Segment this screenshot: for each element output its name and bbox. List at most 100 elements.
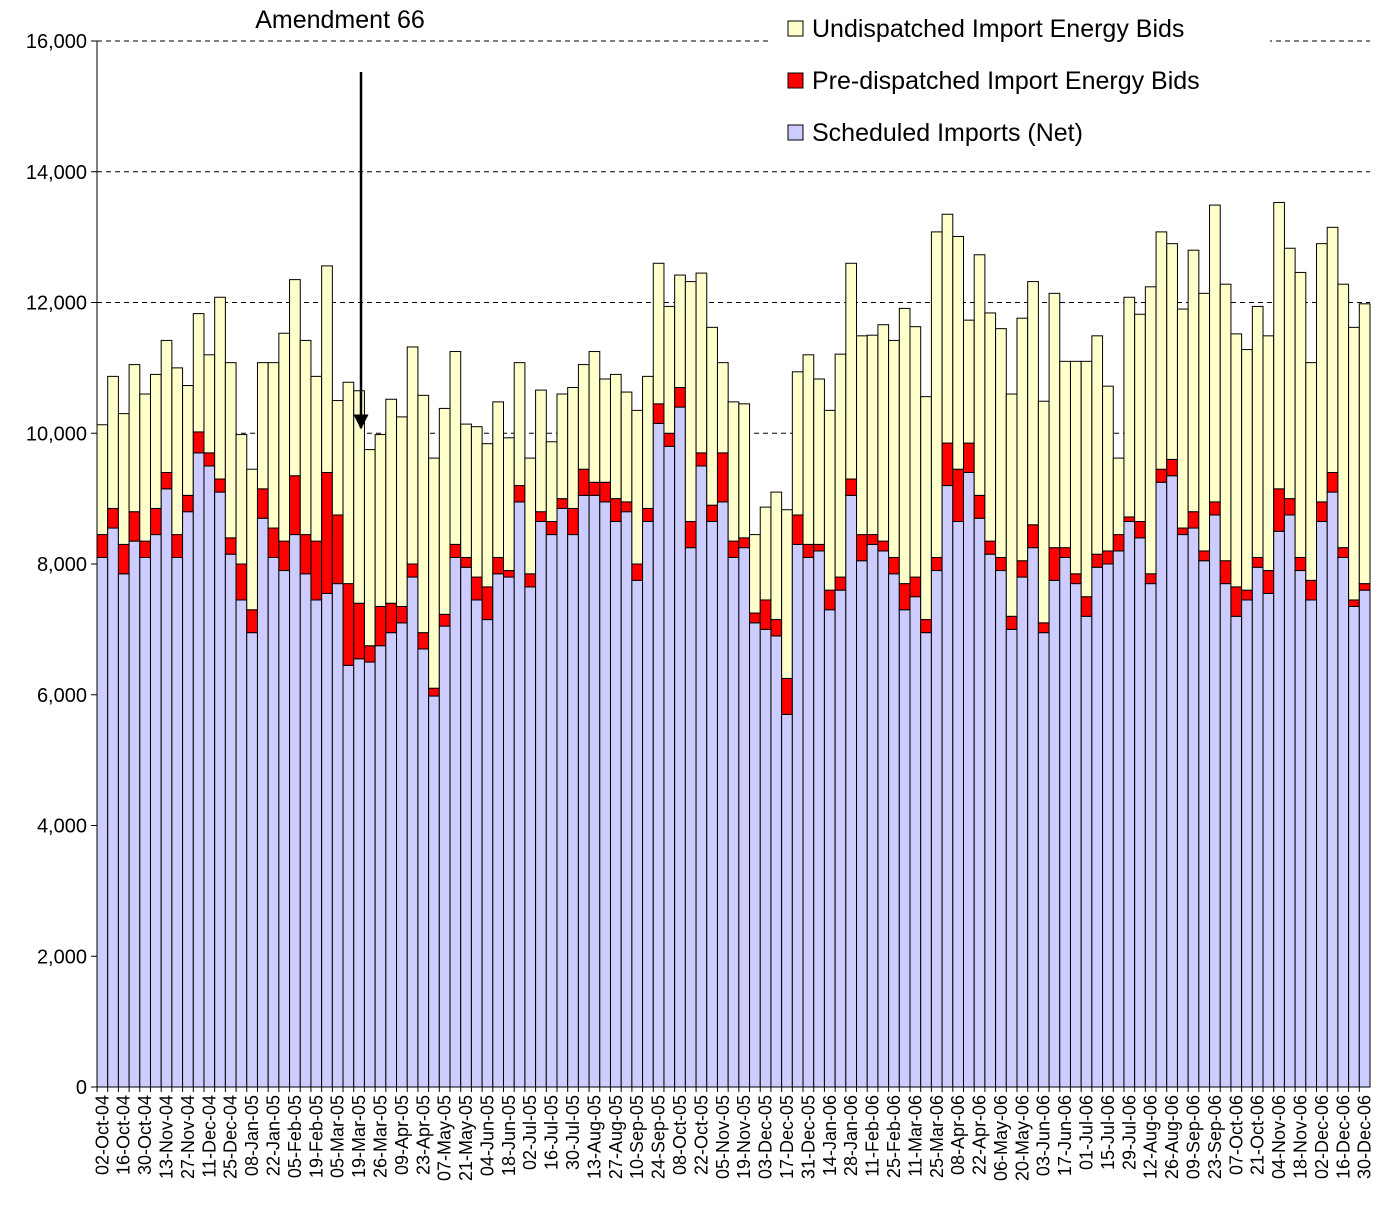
bar-segment [1134,537,1146,1088]
bar-segment [1198,560,1211,1088]
bar-segment [417,648,430,1088]
bar-segment [1059,360,1071,549]
bar-segment [1348,599,1360,607]
bar-segment [749,622,761,1088]
bar-segment [1358,583,1371,591]
bar-segment [513,362,526,487]
bar-segment [96,424,109,536]
bar-segment [909,596,922,1088]
bar-segment [877,540,890,552]
bar-segment [727,556,740,1088]
bar-segment [695,452,708,467]
bar-segment [1091,566,1104,1088]
bar-segment [331,400,344,516]
x-tick-label: 27-Nov-04 [178,1095,198,1179]
x-tick-label: 02-Oct-04 [92,1095,112,1175]
bar-segment [652,262,665,405]
bar-segment [203,465,216,1088]
bar-segment [1048,547,1061,581]
x-tick-label: 10-Sep-05 [627,1095,647,1179]
bar-segment [1209,204,1221,503]
bar-segment [695,272,708,454]
bar-segment [171,556,184,1088]
y-tick-label: 6,000 [37,685,87,707]
x-tick-label: 25-Mar-06 [927,1095,947,1178]
bar-segment [588,481,601,496]
bar-segment [1294,556,1307,572]
bar-segment [1080,596,1093,617]
bar-segment [417,632,430,650]
bar-segment [535,521,547,1088]
bar-segment [663,305,676,434]
bar-segment [342,583,355,666]
x-tick-label: 23-Apr-05 [413,1095,433,1175]
bar-segment [1219,583,1232,1088]
bar-segment [256,488,269,519]
bar-segment [1241,599,1253,1088]
y-tick-label: 4,000 [37,816,87,838]
x-tick-label: 05-Mar-05 [328,1095,348,1178]
bar-segment [460,423,472,558]
bar-segment [1326,471,1339,493]
bar-segment [107,375,119,509]
bar-segment [160,471,173,490]
bar-segment [1005,615,1018,630]
bar-segment [96,534,109,558]
x-tick-label: 07-May-05 [435,1095,455,1181]
x-tick-label: 21-May-05 [456,1095,476,1181]
bar-segment [1134,521,1146,539]
x-tick-label: 11-Feb-06 [863,1095,883,1177]
bar-segment [396,622,408,1088]
bar-segment [706,504,718,523]
bar-segment [278,570,291,1088]
bar-segment [406,346,419,565]
legend-background [770,5,1270,155]
bar-segment [192,452,205,1088]
legend-swatch [787,72,804,89]
x-tick-label: 30-Dec-06 [1355,1095,1375,1179]
bar-segment [1123,516,1136,523]
bar-segment [310,599,323,1088]
bar-segment [695,465,708,1088]
bar-segment [1337,547,1350,558]
bar-segment [1348,605,1360,1088]
bar-segment [1187,511,1200,529]
bar-segment [1123,296,1136,518]
bar-segment [962,471,975,1088]
bar-segment [588,351,601,483]
legend-label: Undispatched Import Energy Bids [812,15,1184,43]
bar-segment [898,307,911,585]
x-tick-label: 30-Oct-04 [135,1095,155,1175]
x-tick-label: 29-Jul-06 [1119,1095,1139,1170]
bar-segment [770,635,783,1088]
x-tick-label: 22-Apr-06 [970,1095,990,1175]
bar-segment [363,645,376,663]
bar-segment [770,491,783,621]
bar-segment [374,645,387,1088]
bar-segment [1123,521,1136,1088]
bar-segment [481,443,494,588]
bar-segment [449,351,462,545]
bar-segment [1166,475,1178,1088]
bar-segment [1176,308,1189,529]
x-tick-label: 01-Jul-06 [1077,1095,1097,1170]
x-tick-label: 03-Dec-05 [756,1095,776,1179]
x-tick-label: 19-Mar-05 [349,1095,369,1178]
bar-segment [171,534,184,558]
bar-segment [1305,579,1318,601]
bar-segment [1209,501,1221,516]
bar-segment [1337,556,1350,1088]
bar-segment [1230,615,1243,1088]
bar-segment [1294,570,1307,1088]
bar-segment [642,521,654,1088]
bar-segment [428,687,440,697]
bar-segment [727,401,740,542]
bar-segment [321,592,333,1088]
bar-segment [107,507,119,529]
x-tick-label: 07-Oct-06 [1226,1095,1246,1175]
bar-segment [920,619,932,634]
bar-segment [139,540,151,558]
bar-segment [909,326,922,578]
bar-segment [224,553,237,1088]
